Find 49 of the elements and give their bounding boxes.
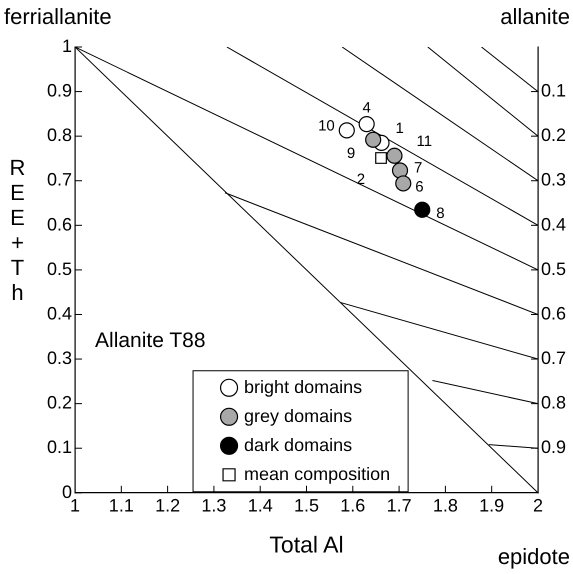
annotation: 7 [414, 160, 422, 177]
x-tick-label: 1.9 [479, 496, 504, 516]
x-tick-label: 1.3 [201, 496, 226, 516]
y-tick-label: 0.4 [46, 303, 72, 324]
y-tick-label: 0.9 [46, 80, 72, 101]
annotation: 9 [346, 144, 356, 162]
y2-tick-label: 0.9 [540, 437, 566, 458]
y-tick-label: 0.1 [46, 437, 72, 458]
text: epidote [498, 544, 570, 570]
annotation: 10 [318, 118, 335, 135]
y-tick-label: 0.6 [46, 214, 72, 234]
legend-label: mean composition [244, 464, 390, 484]
x-tick-label: 2 [532, 496, 543, 516]
x-tick-label: 1.7 [386, 496, 412, 516]
y2-tick-label: 0.3 [540, 170, 566, 190]
annotation: 2 [356, 171, 366, 188]
annotation: 11 [416, 132, 432, 150]
y-tick-label: 0.5 [46, 258, 72, 279]
x-tick-label: 1.6 [340, 496, 366, 516]
annotation: 4 [362, 99, 371, 116]
y2-tick-label: 0.1 [540, 80, 566, 101]
y2-tick-label: 0.5 [540, 258, 566, 279]
y-tick-label: 0 [62, 482, 72, 502]
y-axis-title: REE+Th [5, 155, 30, 305]
x-tick-label: 1.5 [294, 496, 320, 516]
y2-tick-label: 0.6 [540, 303, 566, 324]
annotation: 1 [396, 120, 404, 137]
y-tick-label: 0.8 [46, 125, 72, 146]
legend-label: dark domains [244, 434, 352, 455]
legend-label: grey domains [244, 406, 352, 426]
y-tick-label: 0.2 [46, 392, 72, 413]
x-tick-label: 1.2 [155, 496, 180, 516]
x-tick-label: 1.8 [432, 496, 458, 516]
legend-label: bright domains [244, 376, 362, 397]
annotation: 6 [415, 178, 424, 196]
x-tick-label: 1.4 [248, 496, 273, 516]
x-axis-title: Total Al [269, 532, 344, 558]
annotation: Allanite T88 [95, 329, 206, 352]
annotation: 8 [436, 204, 445, 222]
y-tick-label: 1 [62, 36, 72, 56]
x-tick-label: 1.1 [108, 496, 134, 516]
y2-tick-label: 0.8 [540, 392, 566, 413]
text: allanite [500, 4, 570, 30]
y2-tick-label: 0.4 [540, 214, 566, 234]
y-tick-label: 0.7 [46, 170, 72, 190]
y2-tick-label: 0.7 [540, 348, 566, 368]
y-tick-label: 0.3 [46, 348, 72, 368]
text: ferriallanite [4, 4, 112, 30]
y2-tick-label: 0.2 [540, 125, 566, 146]
